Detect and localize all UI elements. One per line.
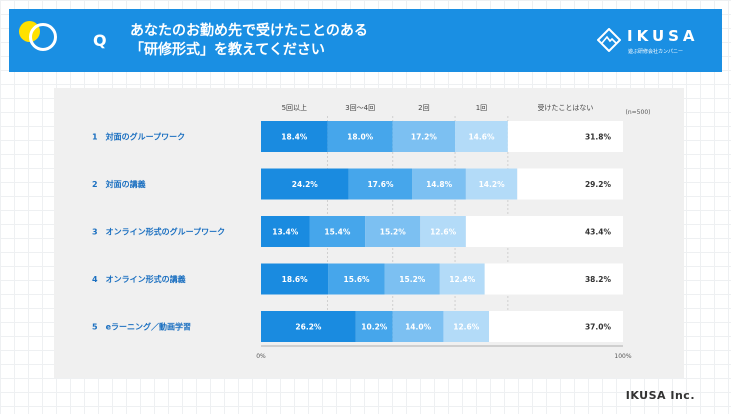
data-label-0-3: 14.6%	[468, 133, 495, 142]
logo-tagline: 遊ぶ研修会社カンパニー	[628, 49, 684, 55]
legend-label-3: 1回	[476, 104, 487, 112]
bar-segment-3-1	[328, 263, 385, 295]
data-label-3-0: 18.6%	[282, 275, 309, 284]
data-label-4-4: 37.0%	[585, 323, 612, 332]
category-label-4: 5 eラーニング／動画学習	[92, 322, 191, 332]
data-label-2-2: 15.2%	[380, 228, 407, 237]
bar-segment-3-3	[439, 263, 485, 295]
bar-segment-4-3	[443, 311, 490, 342]
bar-segment-2-1	[309, 216, 366, 247]
bar-segment-3-2	[384, 263, 440, 295]
bar-segment-1-1	[348, 168, 413, 200]
data-label-0-0: 18.4%	[281, 133, 308, 142]
x-tick-label-0: 0%	[256, 353, 266, 360]
legend-label-0: 5回以上	[282, 103, 307, 112]
diamond-logo-icon	[597, 28, 621, 52]
stacked-bar-chart: 5回以上 3回〜4回 2回 1回 受けたことはない (n=500) 1 対面のグループワーク…	[92, 103, 651, 360]
bar-segment-0-1	[327, 121, 393, 152]
data-label-4-0: 26.2%	[295, 323, 322, 332]
data-label-3-1: 15.6%	[344, 275, 371, 284]
bar-segment-4-0	[261, 311, 356, 342]
data-label-3-4: 38.2%	[585, 275, 612, 284]
question-title-line2: 「研修形式」を教えてください	[130, 42, 325, 58]
bar-segment-1-4	[517, 168, 623, 200]
category-label-3: 4 オンライン形式の講義	[92, 274, 186, 284]
bar-segment-4-2	[392, 311, 444, 342]
bar-segment-1-2	[412, 168, 466, 200]
chart-panel: 5回以上 3回〜4回 2回 1回 受けたことはない (n=500) 1 対面のグループワーク…	[54, 88, 684, 378]
bar-segment-4-1	[355, 311, 393, 342]
data-label-4-2: 14.0%	[405, 323, 432, 332]
data-label-1-2: 14.8%	[426, 180, 453, 189]
logo-wordmark: IKUSA	[627, 27, 699, 45]
footer-credit: IKUSA Inc.	[625, 389, 695, 402]
header-banner: Q あなたのお勤め先で受けたことのある 「研修形式」を教えてください IKUSA…	[9, 9, 722, 72]
bar-segment-2-0	[261, 216, 310, 247]
legend-label-4: 受けたことはない	[537, 103, 593, 112]
data-label-1-0: 24.2%	[292, 180, 319, 189]
legend-label-2: 2回	[418, 104, 429, 112]
question-label: Q	[93, 31, 107, 50]
data-label-2-3: 12.6%	[430, 228, 457, 237]
bar-segment-3-0	[261, 263, 329, 295]
data-label-0-1: 18.0%	[347, 133, 374, 142]
data-label-2-0: 13.4%	[272, 228, 299, 237]
data-label-1-3: 14.2%	[479, 180, 506, 189]
data-label-3-3: 12.4%	[449, 275, 476, 284]
data-label-2-4: 43.4%	[585, 228, 612, 237]
legend-label-1: 3回〜4回	[345, 104, 375, 112]
data-label-2-1: 15.4%	[324, 228, 351, 237]
data-label-4-3: 12.6%	[453, 323, 480, 332]
category-label-1: 2 対面の講義	[92, 179, 146, 189]
data-label-0-4: 31.8%	[585, 133, 612, 142]
question-title-line1: あなたのお勤め先で受けたことのある	[130, 23, 368, 39]
x-tick-label-100: 100%	[614, 353, 631, 360]
data-label-1-1: 17.6%	[367, 180, 394, 189]
bar-segment-2-2	[365, 216, 421, 247]
bar-segment-0-2	[392, 121, 456, 152]
data-label-1-4: 29.2%	[585, 180, 612, 189]
bar-segment-0-3	[455, 121, 508, 152]
ring-icon	[29, 23, 57, 51]
data-label-4-1: 10.2%	[361, 323, 388, 332]
bar-segment-4-4	[489, 311, 623, 342]
data-label-3-2: 15.2%	[399, 275, 426, 284]
bar-segment-0-0	[261, 121, 328, 152]
bar-segment-2-4	[465, 216, 623, 247]
bar-segment-2-3	[420, 216, 466, 247]
bar-segment-3-4	[484, 263, 623, 295]
category-label-0: 1 対面のグループワーク	[92, 132, 185, 142]
sample-size-note: (n=500)	[626, 109, 651, 116]
data-label-0-2: 17.2%	[411, 133, 438, 142]
category-label-2: 3 オンライン形式のグループワーク	[92, 227, 225, 237]
bar-segment-1-3	[465, 168, 518, 200]
bar-segment-0-4	[507, 121, 623, 152]
ikusa-logo: IKUSA 遊ぶ研修会社カンパニー	[597, 24, 707, 62]
question-title: あなたのお勤め先で受けたことのある 「研修形式」を教えてください	[130, 22, 368, 60]
bar-segment-1-0	[261, 168, 349, 200]
